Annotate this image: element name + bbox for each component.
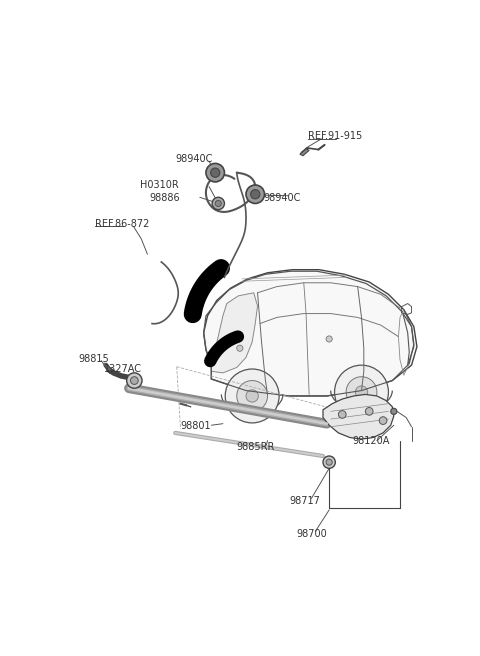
- Circle shape: [335, 365, 388, 419]
- Text: 98120A: 98120A: [352, 436, 390, 446]
- Text: 98815: 98815: [78, 354, 109, 364]
- Polygon shape: [300, 149, 309, 155]
- Circle shape: [246, 390, 258, 402]
- Text: 98940C: 98940C: [175, 154, 213, 164]
- Circle shape: [379, 417, 387, 424]
- Text: 98801: 98801: [180, 420, 211, 430]
- Circle shape: [206, 163, 225, 182]
- Text: REF.86-872: REF.86-872: [95, 219, 149, 229]
- Circle shape: [215, 200, 221, 207]
- Polygon shape: [211, 293, 258, 373]
- Circle shape: [391, 408, 397, 415]
- Circle shape: [338, 411, 346, 419]
- Circle shape: [251, 190, 260, 199]
- Circle shape: [127, 373, 142, 388]
- Circle shape: [237, 345, 243, 352]
- Text: 98940C: 98940C: [263, 193, 300, 203]
- Circle shape: [365, 407, 373, 415]
- Circle shape: [246, 185, 264, 203]
- Circle shape: [326, 459, 332, 465]
- Circle shape: [346, 377, 377, 407]
- Text: 9885RR: 9885RR: [237, 442, 275, 452]
- Polygon shape: [323, 394, 394, 439]
- Text: 98700: 98700: [296, 529, 327, 539]
- Text: 98717: 98717: [289, 496, 320, 506]
- Text: REF.91-915: REF.91-915: [308, 131, 362, 141]
- Circle shape: [323, 456, 336, 468]
- Circle shape: [237, 380, 267, 411]
- Circle shape: [212, 197, 225, 210]
- Text: 98886: 98886: [150, 193, 180, 203]
- Text: 1327AC: 1327AC: [104, 363, 142, 374]
- Text: H0310R: H0310R: [140, 180, 179, 190]
- Polygon shape: [204, 270, 417, 396]
- Circle shape: [355, 386, 368, 398]
- Circle shape: [326, 336, 332, 342]
- Circle shape: [225, 369, 279, 423]
- Circle shape: [131, 377, 138, 384]
- Circle shape: [211, 168, 220, 177]
